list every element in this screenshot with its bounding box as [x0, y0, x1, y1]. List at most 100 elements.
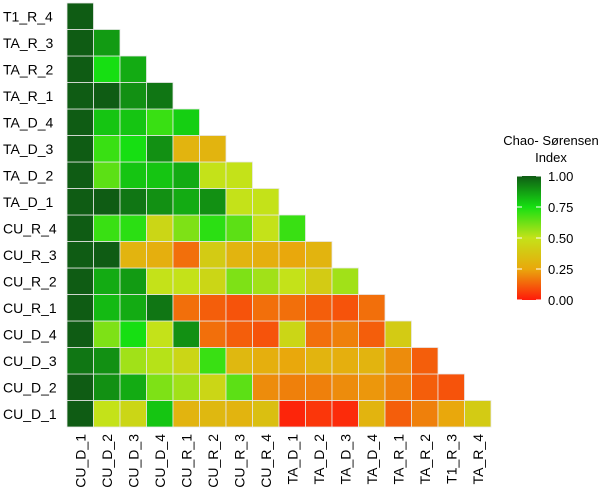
- y-tick-label: CU_D_2: [3, 379, 57, 395]
- heatmap-cell: [331, 294, 359, 322]
- legend-ticks: 1.00 0.75 0.50 0.25 0.00: [517, 169, 573, 308]
- heatmap-cell: [199, 267, 227, 295]
- heatmap-cell: [384, 400, 412, 428]
- heatmap-cell: [252, 347, 280, 375]
- heatmap-cell: [93, 108, 121, 136]
- heatmap-cell: [225, 294, 253, 322]
- heatmap-cell: [66, 188, 94, 216]
- heatmap-cell: [411, 347, 439, 375]
- heatmap-cell: [199, 241, 227, 269]
- heatmap-cell: [119, 347, 147, 375]
- heatmap-cell: [172, 108, 200, 136]
- heatmap-cell: [172, 241, 200, 269]
- heatmap-cell: [252, 373, 280, 401]
- heatmap-cell: [172, 400, 200, 428]
- heatmap-cell: [358, 320, 386, 348]
- y-tick-label: TA_R_2: [3, 61, 54, 77]
- heatmap-cell: [119, 188, 147, 216]
- x-tick-label: T1_R_3: [443, 434, 459, 484]
- x-tick-label: CU_R_4: [258, 434, 274, 488]
- x-tick-label: TA_R_2: [417, 434, 433, 485]
- heatmap-cell: [146, 267, 174, 295]
- heatmap-cell: [305, 241, 333, 269]
- heatmap-cell: [119, 135, 147, 163]
- heatmap-cell: [252, 294, 280, 322]
- heatmap-cell: [305, 400, 333, 428]
- heatmap-cell: [66, 55, 94, 83]
- legend-tick-label: 0.00: [548, 293, 573, 308]
- color-legend: Chao- Sørensen Index 1.00 0.75 0.50 0.25 0.0…: [503, 133, 598, 308]
- heatmap-cell: [225, 347, 253, 375]
- heatmap-cell: [172, 188, 200, 216]
- heatmap-cell: [172, 161, 200, 189]
- y-tick-label: CU_D_1: [3, 406, 57, 422]
- heatmap-cell: [225, 161, 253, 189]
- heatmap-cell: [119, 241, 147, 269]
- heatmap-cell: [199, 347, 227, 375]
- heatmap-cell: [358, 294, 386, 322]
- y-tick-label: TA_D_2: [3, 167, 54, 183]
- heatmap-cell: [278, 267, 306, 295]
- heatmap-cell: [384, 373, 412, 401]
- heatmap-cell: [172, 347, 200, 375]
- heatmap-cell: [93, 241, 121, 269]
- heatmap-cell: [146, 400, 174, 428]
- heatmap-cell: [199, 320, 227, 348]
- heatmap-cell: [66, 241, 94, 269]
- heatmap-cell: [384, 320, 412, 348]
- heatmap-cell: [199, 294, 227, 322]
- heatmap-cell: [331, 347, 359, 375]
- heatmap-cell: [384, 347, 412, 375]
- heatmap-cell: [358, 400, 386, 428]
- heatmap-cell: [464, 400, 492, 428]
- heatmap-cell: [278, 241, 306, 269]
- heatmap-cell: [146, 108, 174, 136]
- heatmap-cell: [305, 373, 333, 401]
- heatmap-cell: [199, 135, 227, 163]
- x-axis-ticks: CU_D_1 CU_D_2 CU_D_3 CU_D_4 CU_R_1 CU_R_2 CU_R…: [72, 434, 486, 488]
- heatmap-cell: [172, 373, 200, 401]
- legend-title-line2: Index: [535, 150, 567, 165]
- heatmap-cell: [146, 161, 174, 189]
- heatmap-cell: [358, 347, 386, 375]
- heatmap-cell: [305, 267, 333, 295]
- heatmap-cell: [66, 347, 94, 375]
- heatmap-cell: [225, 267, 253, 295]
- heatmap-cell: [331, 400, 359, 428]
- heatmap-cell: [66, 2, 94, 30]
- heatmap-cell: [66, 267, 94, 295]
- heatmap-cell: [93, 400, 121, 428]
- heatmap-cell: [146, 320, 174, 348]
- heatmap-cell: [66, 161, 94, 189]
- heatmap-cell: [225, 320, 253, 348]
- heatmap-cell: [278, 400, 306, 428]
- heatmap-cell: [172, 294, 200, 322]
- heatmap-cell: [93, 29, 121, 57]
- heatmap-cell: [252, 188, 280, 216]
- x-tick-label: TA_D_1: [284, 434, 300, 485]
- heatmap-cell: [66, 294, 94, 322]
- heatmap-cell: [119, 214, 147, 242]
- heatmap-cell: [146, 82, 174, 110]
- heatmap-cell: [146, 373, 174, 401]
- legend-title-line1: Chao- Sørensen: [503, 133, 598, 148]
- heatmap-cells: [66, 2, 492, 428]
- heatmap-cell: [305, 347, 333, 375]
- x-tick-label: CU_D_2: [99, 434, 115, 488]
- heatmap-cell: [93, 82, 121, 110]
- heatmap-cell: [278, 347, 306, 375]
- heatmap-cell: [199, 214, 227, 242]
- heatmap-cell: [225, 400, 253, 428]
- heatmap-cell: [119, 373, 147, 401]
- heatmap-cell: [93, 161, 121, 189]
- heatmap-cell: [278, 294, 306, 322]
- heatmap-cell: [225, 241, 253, 269]
- heatmap-cell: [252, 241, 280, 269]
- y-tick-label: CU_R_1: [3, 300, 57, 316]
- y-tick-label: CU_D_4: [3, 326, 57, 342]
- heatmap-cell: [146, 188, 174, 216]
- heatmap-cell: [331, 267, 359, 295]
- heatmap-cell: [93, 294, 121, 322]
- x-tick-label: CU_D_3: [125, 434, 141, 488]
- heatmap-cell: [278, 320, 306, 348]
